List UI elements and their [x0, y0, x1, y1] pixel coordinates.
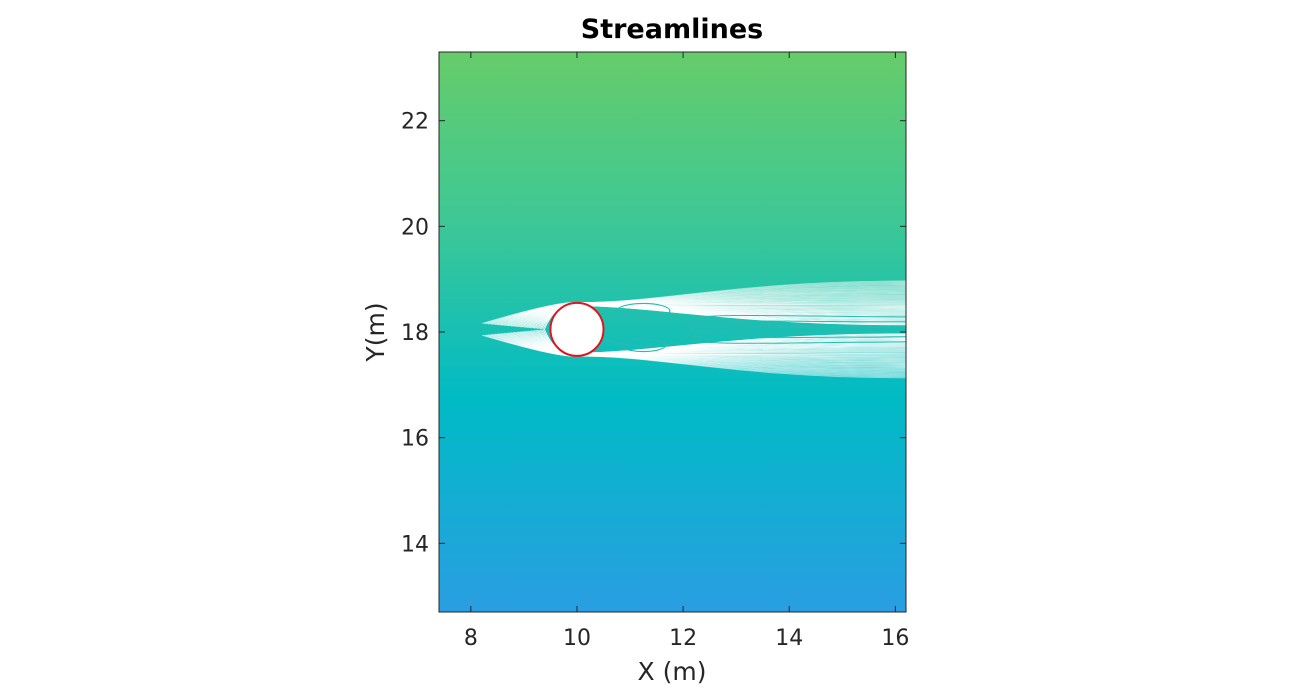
y-tick-label: 18 — [401, 321, 429, 346]
y-axis: 14 16 18 20 22 — [401, 110, 906, 557]
wake-streamline — [691, 320, 906, 324]
wake-streamline — [691, 331, 906, 333]
streamline — [482, 280, 906, 324]
x-axis: 8 10 12 14 16 — [464, 52, 909, 651]
y-tick-label: 14 — [401, 532, 429, 557]
wake-streamline — [691, 314, 906, 319]
y-tick-label: 22 — [401, 110, 429, 135]
y-tick-label: 20 — [401, 215, 429, 240]
wake-streamline — [691, 326, 906, 328]
recirculation-eddy — [620, 338, 667, 353]
recirculation-group — [602, 302, 906, 353]
y-tick-label: 16 — [401, 427, 429, 452]
y-axis-label: Y(m) — [361, 302, 390, 362]
x-tick-label: 8 — [464, 626, 478, 651]
wake-boundary-streamline — [602, 312, 692, 347]
chart-title: Streamlines — [581, 14, 763, 45]
x-tick-label: 10 — [563, 626, 591, 651]
x-tick-label: 16 — [881, 626, 909, 651]
streamlines-group — [482, 280, 906, 379]
cylinder-obstacle — [549, 301, 605, 357]
x-axis-label: X (m) — [638, 657, 707, 686]
wake-streamline — [691, 340, 906, 344]
streamline — [482, 334, 906, 379]
x-tick-label: 12 — [669, 626, 697, 651]
recirculation-eddy — [616, 302, 671, 319]
wake-streamline — [691, 335, 906, 339]
x-tick-label: 14 — [775, 626, 803, 651]
